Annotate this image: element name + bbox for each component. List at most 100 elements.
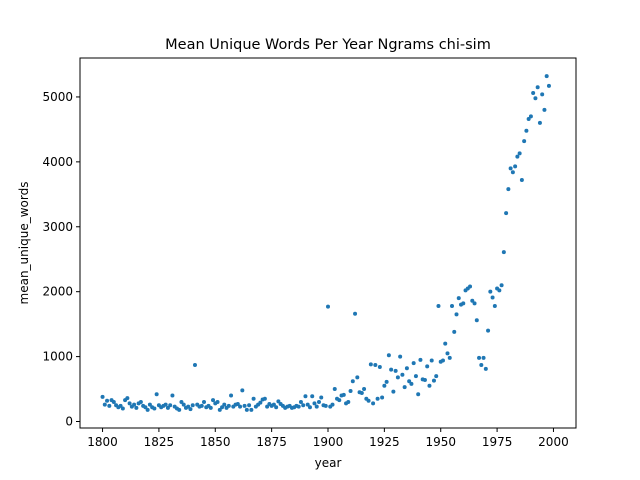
data-point: [544, 74, 549, 79]
data-point: [105, 398, 110, 403]
data-point: [510, 170, 515, 175]
data-point: [382, 383, 387, 388]
data-point: [456, 296, 461, 301]
data-point: [192, 363, 197, 368]
data-point: [409, 381, 414, 386]
data-point: [111, 400, 116, 405]
data-point: [332, 387, 337, 392]
data-point: [468, 284, 473, 289]
data-point: [513, 164, 518, 169]
data-point: [154, 392, 159, 397]
data-point: [165, 405, 170, 410]
data-point: [355, 375, 360, 380]
data-point: [102, 402, 107, 407]
data-point: [413, 374, 418, 379]
data-point: [537, 120, 542, 125]
data-point: [220, 405, 225, 410]
data-point: [262, 396, 267, 401]
data-point: [528, 114, 533, 119]
y-tick-label: 4000: [42, 155, 73, 169]
y-axis-label: mean_unique_words: [17, 182, 31, 305]
data-point: [535, 85, 540, 90]
data-point: [499, 283, 504, 288]
data-point: [418, 357, 423, 362]
x-axis-label: year: [315, 456, 342, 470]
data-point: [305, 402, 310, 407]
x-tick-label: 1950: [425, 435, 456, 449]
data-point: [147, 402, 152, 407]
data-point: [472, 301, 477, 306]
data-point: [431, 378, 436, 383]
data-point: [546, 83, 551, 88]
data-point: [348, 389, 353, 393]
data-point: [314, 404, 319, 409]
data-point: [199, 403, 204, 408]
data-point: [265, 404, 270, 409]
data-point: [298, 400, 303, 405]
data-point: [384, 379, 389, 384]
chart-title: Mean Unique Words Per Year Ngrams chi-si…: [165, 37, 491, 53]
x-tick-label: 1850: [200, 435, 231, 449]
data-point: [436, 303, 441, 308]
data-point: [301, 403, 306, 408]
y-tick-label: 0: [65, 415, 73, 429]
data-point: [427, 383, 432, 388]
data-point: [247, 403, 252, 408]
data-point: [138, 400, 143, 405]
data-point: [307, 405, 312, 410]
data-point: [375, 396, 380, 401]
data-point: [443, 341, 448, 346]
data-point: [504, 211, 509, 216]
data-point: [215, 400, 220, 405]
data-point: [359, 390, 364, 395]
y-tick-label: 1000: [42, 350, 73, 364]
data-point: [107, 403, 112, 408]
data-point: [398, 354, 403, 359]
data-point: [319, 395, 324, 400]
data-point: [132, 402, 137, 407]
data-point: [508, 166, 513, 171]
data-point: [393, 368, 398, 373]
data-point: [145, 407, 150, 412]
data-point: [540, 92, 545, 97]
data-point: [515, 154, 520, 159]
data-point: [477, 355, 482, 360]
data-point: [190, 403, 195, 408]
data-point: [483, 366, 488, 371]
data-point: [366, 398, 371, 403]
y-tick-label: 3000: [42, 220, 73, 234]
data-point: [522, 139, 527, 144]
x-tick-label: 1825: [144, 435, 175, 449]
data-point: [235, 401, 240, 406]
data-point: [531, 91, 536, 96]
data-point: [152, 406, 157, 411]
data-point: [454, 312, 459, 317]
data-point: [492, 303, 497, 308]
data-point: [386, 353, 391, 358]
data-point: [249, 407, 254, 412]
data-point: [168, 403, 173, 408]
data-point: [353, 311, 358, 316]
data-point: [258, 400, 263, 405]
data-point: [326, 304, 330, 309]
data-point: [452, 329, 457, 334]
data-point: [170, 393, 175, 398]
data-point: [341, 392, 346, 397]
data-point: [434, 374, 439, 379]
data-point: [377, 364, 382, 369]
data-point: [402, 385, 407, 390]
data-point: [186, 404, 191, 409]
data-point: [179, 400, 184, 405]
data-point: [474, 318, 479, 323]
data-point: [238, 404, 243, 409]
data-point: [125, 396, 130, 401]
data-point: [242, 403, 247, 408]
data-point: [120, 406, 125, 411]
data-point: [177, 407, 182, 412]
data-point: [470, 298, 475, 303]
data-point: [488, 289, 493, 294]
x-tick-label: 2000: [538, 435, 569, 449]
data-point: [312, 401, 317, 406]
data-point: [127, 401, 132, 406]
